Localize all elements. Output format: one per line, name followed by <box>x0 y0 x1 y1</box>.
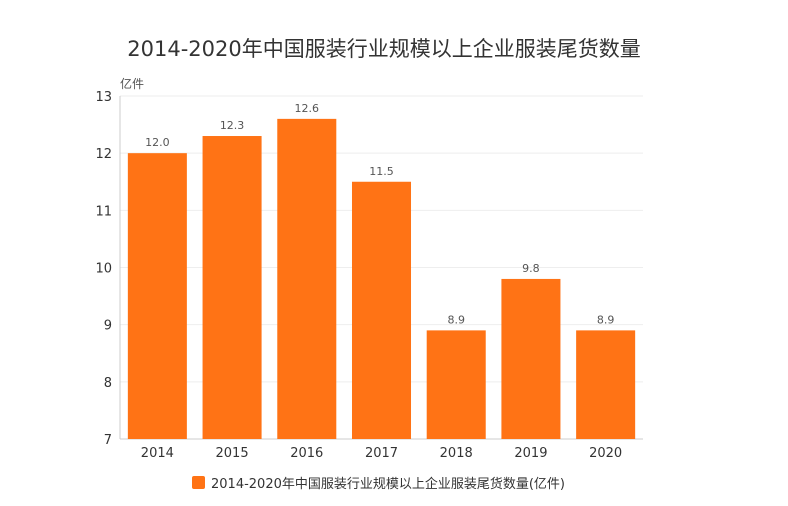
data-labels: 12.0 12.3 12.6 11.5 8.9 9.8 8.9 <box>145 102 614 327</box>
y-axis-unit-label: 亿件 <box>120 76 144 91</box>
bars <box>127 118 636 439</box>
y-tick-label: 10 <box>95 262 112 277</box>
data-label-2015: 12.3 <box>220 119 245 132</box>
x-tick-label-2020: 2020 <box>589 446 622 461</box>
y-tick-label: 8 <box>104 376 112 391</box>
legend-swatch <box>192 476 205 489</box>
y-tick-label: 7 <box>104 433 112 448</box>
data-label-2018: 8.9 <box>447 313 465 326</box>
x-tick-label-2014: 2014 <box>141 446 174 461</box>
bar-2015 <box>202 136 262 439</box>
x-tick-label-2015: 2015 <box>216 446 249 461</box>
data-label-2016: 12.6 <box>295 102 320 115</box>
bar-2014 <box>127 153 187 439</box>
data-label-2014: 12.0 <box>145 136 170 149</box>
y-tick-label: 12 <box>95 147 112 162</box>
x-axis-ticks: 2014 2015 2016 2017 2018 2019 2020 <box>141 446 622 461</box>
data-label-2020: 8.9 <box>597 313 615 326</box>
x-tick-label-2018: 2018 <box>440 446 473 461</box>
legend: 2014-2020年中国服装行业规模以上企业服装尾货数量(亿件) <box>192 476 565 492</box>
data-label-2019: 9.8 <box>522 262 540 275</box>
bar-2017 <box>351 181 412 439</box>
bar-2018 <box>426 330 486 439</box>
y-tick-label: 9 <box>104 319 112 334</box>
x-tick-label-2019: 2019 <box>514 446 547 461</box>
legend-label: 2014-2020年中国服装行业规模以上企业服装尾货数量(亿件) <box>211 476 565 492</box>
y-tick-label: 13 <box>95 90 112 105</box>
chart-title: 2014-2020年中国服装行业规模以上企业服装尾货数量 <box>127 37 640 61</box>
x-tick-label-2016: 2016 <box>290 446 323 461</box>
y-axis-ticks: 7 8 9 10 11 12 13 <box>95 90 112 448</box>
x-tick-label-2017: 2017 <box>365 446 398 461</box>
bar-2020 <box>576 330 636 439</box>
bar-2016 <box>277 118 337 439</box>
y-tick-label: 11 <box>95 204 112 219</box>
bar-2019 <box>501 278 561 439</box>
data-label-2017: 11.5 <box>369 165 394 178</box>
